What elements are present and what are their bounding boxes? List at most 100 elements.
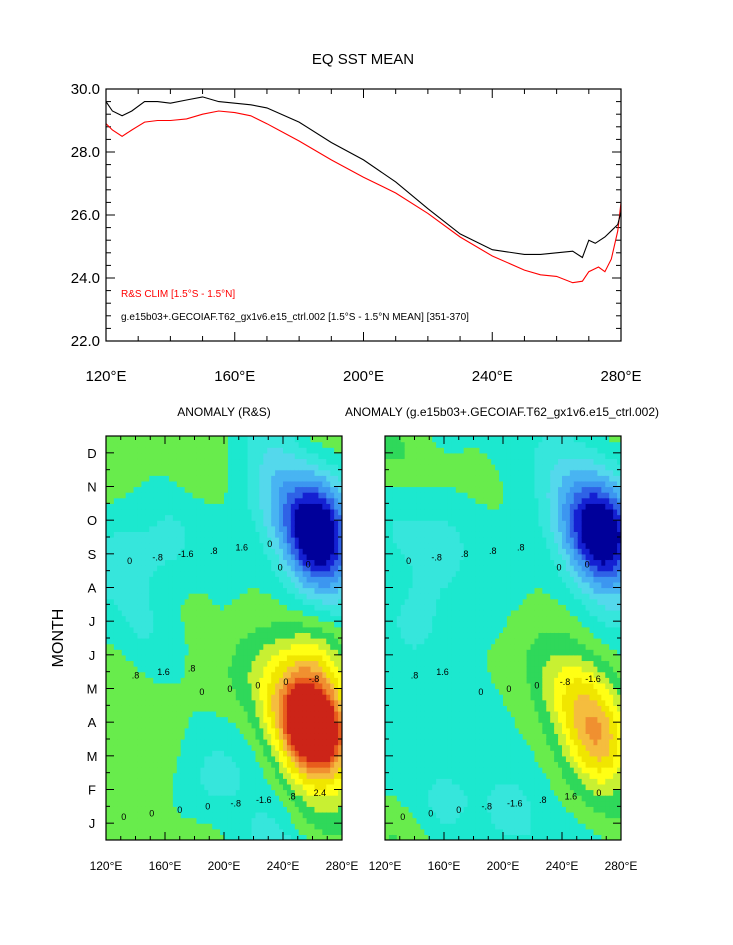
contour-cell (400, 508, 406, 516)
contour-cell (388, 520, 394, 527)
contour-cell (121, 716, 127, 723)
contour-cell (243, 576, 249, 583)
contour-cell (180, 458, 186, 465)
contour-cell (338, 806, 342, 813)
contour-cell (298, 525, 304, 532)
contour-cell (165, 486, 170, 493)
contour-cell (192, 542, 198, 549)
contour-cell (172, 733, 178, 740)
contour-cell (141, 654, 146, 662)
contour-cell (271, 789, 276, 796)
contour-cell (279, 492, 284, 499)
contour-cell (338, 503, 342, 510)
contour-cell (224, 767, 229, 774)
contour-cell (180, 576, 186, 583)
contour-cell (404, 767, 410, 774)
contour-cell (286, 492, 292, 499)
contour-cell (117, 817, 123, 824)
contour-cell (392, 800, 398, 807)
contour-cell (125, 593, 131, 600)
contour-cell (133, 811, 139, 819)
contour-cell (334, 705, 339, 712)
contour-cell (176, 598, 182, 605)
contour-cell (396, 570, 402, 577)
contour-cell (106, 733, 111, 740)
contour-cell (275, 486, 280, 493)
contour-cell (330, 710, 335, 718)
contour-cell (106, 520, 111, 527)
contour-cell (396, 559, 402, 566)
contour-cell (310, 823, 316, 830)
contour-cell (239, 458, 245, 465)
contour-cell (113, 716, 119, 723)
contour-cell (302, 537, 308, 544)
contour-cell (404, 772, 410, 779)
contour-cell (400, 834, 406, 840)
contour-cell (231, 492, 237, 499)
contour-cell (247, 469, 253, 476)
contour-cell (239, 638, 245, 645)
contour-cell (149, 828, 154, 835)
contour-cell (133, 531, 139, 538)
contour-cell (227, 452, 233, 460)
contour-cell (141, 475, 146, 482)
contour-cell (212, 699, 217, 706)
contour-cell (271, 548, 276, 555)
contour-cell (326, 525, 331, 532)
contour-cell (106, 621, 111, 628)
contour-cell (161, 626, 166, 633)
contour-cell (212, 447, 217, 454)
contour-cell (330, 705, 335, 712)
contour-cell (404, 649, 410, 656)
contour-cell (235, 458, 241, 465)
contour-cell (133, 469, 139, 476)
contour-cell (392, 475, 398, 482)
contour-cell (275, 795, 280, 802)
contour-cell (326, 559, 331, 566)
contour-cell (224, 682, 229, 690)
contour-cell (137, 542, 142, 549)
contour-cell (279, 750, 284, 757)
contour-cell (404, 778, 410, 785)
contour-cell (172, 811, 178, 819)
contour-cell (165, 537, 170, 544)
contour-cell (263, 587, 268, 594)
contour-cell (271, 739, 276, 746)
contour-cell (227, 542, 233, 549)
contour-cell (298, 508, 304, 516)
contour-cell (235, 525, 241, 532)
contour-cell (392, 447, 398, 454)
contour-cell (109, 621, 115, 628)
contour-cell (129, 632, 135, 639)
contour-cell (334, 654, 339, 662)
contour-cell (196, 817, 201, 824)
contour-cell (204, 755, 209, 763)
contour-cell (385, 480, 390, 488)
contour-cell (279, 660, 284, 667)
contour-cell (290, 789, 296, 796)
contour-cell (204, 497, 209, 504)
contour-cell (149, 452, 154, 460)
contour-cell (275, 436, 280, 443)
contour-cell (109, 441, 115, 448)
contour-cell (161, 654, 166, 662)
contour-cell (400, 593, 406, 600)
contour-cell (302, 436, 308, 443)
contour-cell (338, 537, 342, 544)
contour-cell (212, 553, 217, 561)
contour-cell (247, 699, 253, 706)
contour-cell (330, 565, 335, 572)
contour-cell (396, 469, 402, 476)
contour-cell (227, 520, 233, 527)
contour-cell (168, 576, 174, 583)
contour-cell (113, 772, 119, 779)
contour-cell (212, 480, 217, 488)
contour-cell (334, 632, 339, 639)
contour-cell (153, 677, 158, 684)
contour-cell (302, 576, 308, 583)
y-tick-label: 26.0 (71, 207, 100, 224)
contour-cell (180, 581, 186, 589)
contour-cell (121, 677, 127, 684)
contour-cell (220, 722, 225, 729)
contour-cell (271, 452, 276, 460)
